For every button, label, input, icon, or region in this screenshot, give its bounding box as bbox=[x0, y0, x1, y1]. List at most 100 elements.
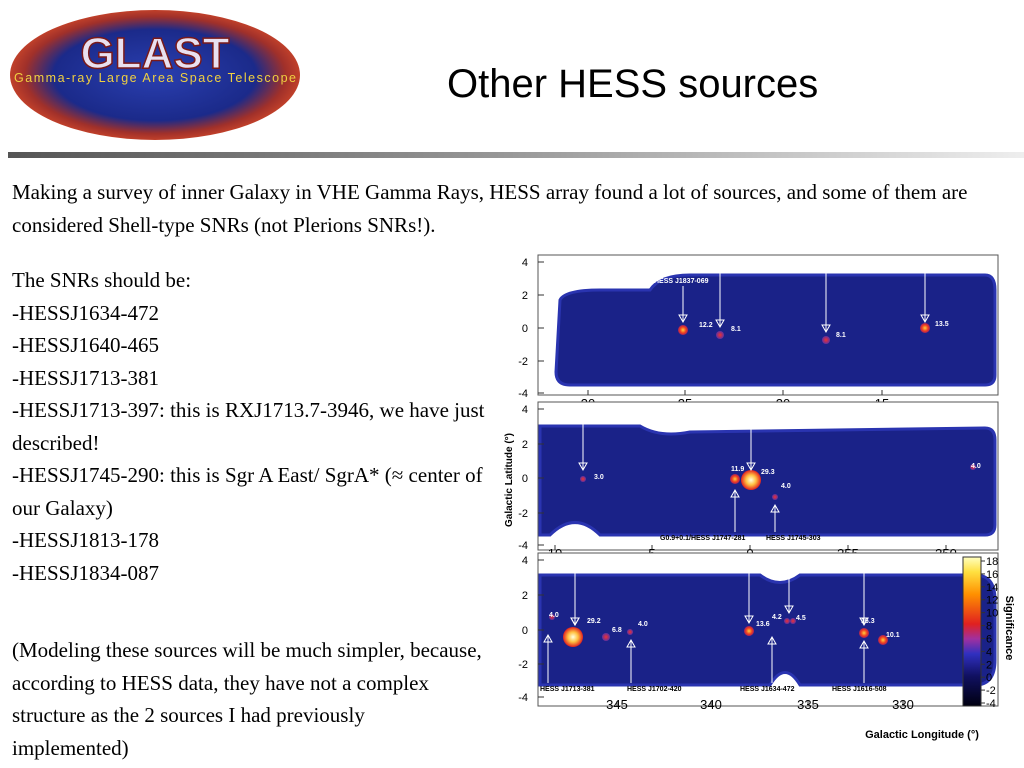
colorbar-tick-label: 6 bbox=[986, 633, 992, 645]
arrow-head bbox=[744, 615, 754, 625]
sky-map bbox=[538, 573, 997, 687]
colorbar-tick-label: 4 bbox=[986, 646, 992, 658]
arrow-head bbox=[578, 462, 588, 472]
arrow-head bbox=[543, 633, 553, 643]
y-tick-label: 0 bbox=[522, 473, 528, 485]
y-tick-label: 0 bbox=[522, 625, 528, 637]
y-tick-label: -4 bbox=[518, 388, 528, 400]
source-name: HESS J1702-420 bbox=[627, 686, 682, 693]
source-name: HESS J1825-137 bbox=[797, 265, 852, 272]
source-name: HESS J1804-216 bbox=[560, 413, 615, 420]
x-tick-label: 330 bbox=[892, 697, 914, 712]
x-tick-label: 345 bbox=[606, 697, 628, 712]
source-spot bbox=[970, 464, 976, 470]
source-name: HESS J1614-518 bbox=[858, 564, 913, 571]
source-spot bbox=[716, 331, 724, 339]
source-spot bbox=[790, 618, 796, 624]
source-value: 12.2 bbox=[699, 322, 713, 329]
list-item: -HESSJ1713-381 bbox=[12, 365, 160, 390]
arrow-head bbox=[715, 319, 725, 329]
source-value: 4.0 bbox=[638, 621, 648, 628]
source-name: HESS J1634-472 bbox=[740, 686, 795, 693]
source-spot bbox=[563, 627, 583, 647]
y-tick-label: -4 bbox=[518, 540, 528, 552]
source-value: 8.1 bbox=[836, 332, 846, 339]
source-name: HESS J1640-465 bbox=[706, 564, 761, 571]
colorbar-tick-label: 14 bbox=[986, 582, 998, 594]
source-name: HESS J1813-178 bbox=[893, 265, 948, 272]
source-spot bbox=[784, 618, 790, 624]
x-axis-label: Galactic Longitude (°) bbox=[865, 729, 979, 741]
source-value: 4.0 bbox=[781, 483, 791, 490]
source-value: 11.9 bbox=[731, 466, 744, 473]
source-value: 4.2 bbox=[772, 614, 782, 621]
x-tick-label: 340 bbox=[700, 697, 722, 712]
colorbar-tick-label: -4 bbox=[986, 698, 996, 710]
source-spot bbox=[744, 626, 754, 636]
note-text: (Modeling these sources will be much sim… bbox=[12, 638, 482, 760]
colorbar bbox=[962, 556, 982, 707]
y-tick-label: -2 bbox=[518, 508, 528, 520]
source-spot bbox=[627, 629, 633, 635]
list-item: -HESSJ1640-465 bbox=[12, 333, 160, 357]
list-item: -HESSJ1713-397: this is RXJ1713.7-3946, … bbox=[12, 398, 485, 455]
source-value: 4.5 bbox=[796, 615, 806, 622]
y-tick-label: 2 bbox=[522, 590, 528, 602]
source-value: 4.0 bbox=[971, 463, 981, 470]
list-item: -HESSJ1634-472 bbox=[12, 300, 160, 325]
colorbar-tick-label: 8 bbox=[986, 621, 992, 633]
y-tick-label: -2 bbox=[518, 356, 528, 368]
intro-text: Making a survey of inner Galaxy in VHE G… bbox=[12, 180, 968, 237]
source-value: 6.8 bbox=[612, 627, 622, 634]
y-tick-label: 2 bbox=[522, 290, 528, 302]
source-value: 13.5 bbox=[935, 321, 949, 328]
source-spot bbox=[741, 470, 761, 490]
y-tick-label: 4 bbox=[522, 404, 528, 416]
source-value: 29.2 bbox=[587, 618, 601, 625]
source-value: 16.3 bbox=[861, 618, 875, 625]
source-name: GC/HESS J1745-290 bbox=[707, 413, 774, 420]
source-value: 10.1 bbox=[886, 632, 900, 639]
source-value: 13.6 bbox=[756, 621, 770, 628]
colorbar-tick-label: 12 bbox=[986, 595, 998, 607]
colorbar-tick-label: -2 bbox=[986, 685, 996, 697]
sky-map bbox=[554, 273, 997, 387]
arrow-head bbox=[626, 638, 636, 648]
list-item: -HESSJ1745-290: this is Sgr A East/ SgrA… bbox=[12, 463, 483, 520]
arrow-head bbox=[767, 635, 777, 645]
arrow-head bbox=[770, 503, 780, 513]
source-value: 29.3 bbox=[761, 469, 775, 476]
source-spot bbox=[859, 628, 869, 638]
source-value: 8.1 bbox=[731, 326, 741, 333]
arrow-head bbox=[678, 314, 688, 324]
arrow-head bbox=[920, 314, 930, 324]
source-value: 4.0 bbox=[549, 612, 559, 619]
source-name: HESS J1708-410 bbox=[578, 555, 633, 562]
colorbar-tick-label: 2 bbox=[986, 659, 992, 671]
source-spot bbox=[730, 474, 740, 484]
source-name: G0.9+0.1/HESS J1747-281 bbox=[660, 535, 746, 542]
source-spot bbox=[549, 614, 555, 620]
logo-ellipse bbox=[10, 10, 300, 140]
list-item: -HESSJ1813-178 bbox=[12, 528, 160, 552]
arrow-head bbox=[570, 617, 580, 627]
header-rule bbox=[8, 152, 1024, 158]
source-spot bbox=[678, 325, 688, 335]
colorbar-tick-label: 16 bbox=[986, 569, 998, 581]
source-name: HESS J1632-478 bbox=[784, 564, 839, 571]
arrow-head bbox=[730, 488, 740, 498]
source-name: HESS J1834-087 bbox=[693, 265, 748, 272]
source-spot bbox=[920, 323, 930, 333]
y-tick-label: 0 bbox=[522, 323, 528, 335]
source-name: HESS J1713-381 bbox=[540, 686, 595, 693]
list-heading: The SNRs should be: bbox=[12, 268, 192, 292]
y-tick-label: 2 bbox=[522, 439, 528, 451]
source-spot bbox=[772, 494, 778, 500]
y-axis-label: Galactic Latitude (°) bbox=[504, 433, 515, 527]
source-spot bbox=[580, 476, 586, 482]
y-tick-label: 4 bbox=[522, 555, 528, 567]
source-name: HESS J1745-303 bbox=[766, 535, 821, 542]
logo-title: GLAST bbox=[80, 29, 229, 78]
